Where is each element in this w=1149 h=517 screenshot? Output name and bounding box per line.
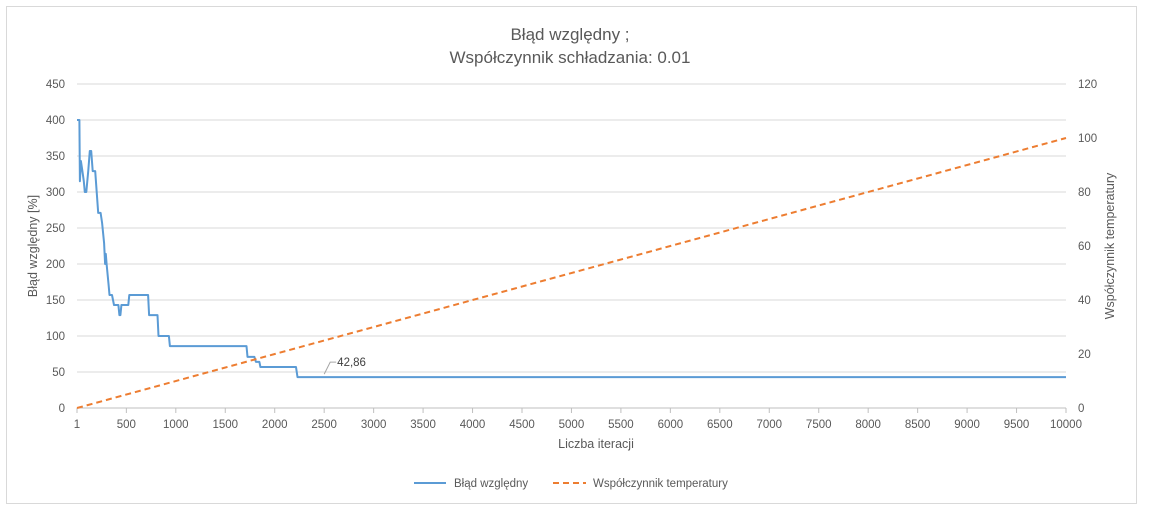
x-tick-label-6500: 6500 xyxy=(707,419,733,431)
legend-label-temperatura: Współczynnik temperatury xyxy=(593,478,728,490)
x-tick-label-7000: 7000 xyxy=(756,419,782,431)
data-label-leader xyxy=(323,361,337,375)
x-axis-ticks: 1 500 1000 1500 2000 2500 3000 3500 4000 4500 5000… xyxy=(74,408,1082,431)
x-tick-label-3500: 3500 xyxy=(410,419,436,431)
y-tick-label-100: 100 xyxy=(46,331,65,343)
x-tick-label-4000: 4000 xyxy=(460,419,486,431)
x-tick-label-9000: 9000 xyxy=(954,419,980,431)
x-tick-label-4500: 4500 xyxy=(509,419,535,431)
y2-tick-label-60: 60 xyxy=(1078,241,1091,253)
y-axis-title: Błąd względny [%] xyxy=(26,195,40,297)
y-tick-label-50: 50 xyxy=(52,367,65,379)
annotations: 42,86 xyxy=(323,357,366,375)
series-line-wspolczynnik-temperatury xyxy=(76,137,1067,409)
y2-tick-label-100: 100 xyxy=(1078,133,1097,145)
x-tick-label-9500: 9500 xyxy=(1004,419,1030,431)
y2-axis-ticks: 0 20 40 60 80 100 120 xyxy=(1078,79,1097,415)
y2-tick-label-120: 120 xyxy=(1078,79,1097,91)
x-tick-label-1000: 1000 xyxy=(163,419,189,431)
x-tick-label-7500: 7500 xyxy=(806,419,832,431)
series-line-blad-wzgledny xyxy=(77,119,1066,379)
y2-tick-label-0: 0 xyxy=(1078,403,1084,415)
y-tick-label-450: 450 xyxy=(46,79,65,91)
x-tick-label-500: 500 xyxy=(117,419,136,431)
x-tick-label-1: 1 xyxy=(74,419,80,431)
x-axis-title: Liczba iteracji xyxy=(558,437,634,451)
x-tick-label-8500: 8500 xyxy=(905,419,931,431)
x-tick-label-10000: 10000 xyxy=(1050,419,1082,431)
y-tick-label-0: 0 xyxy=(59,403,65,415)
y-tick-label-250: 250 xyxy=(46,223,65,235)
gridlines xyxy=(77,83,1066,409)
y-tick-label-150: 150 xyxy=(46,295,65,307)
chart-title-line-2: Współczynnik schładzania: 0.01 xyxy=(450,48,691,67)
y-tick-label-350: 350 xyxy=(46,151,65,163)
chart-title: Błąd względny ; Współczynnik schładzania… xyxy=(450,25,691,67)
x-tick-label-2000: 2000 xyxy=(262,419,288,431)
x-tick-label-3000: 3000 xyxy=(361,419,387,431)
data-label: 42,86 xyxy=(337,357,366,369)
x-tick-label-1500: 1500 xyxy=(212,419,238,431)
legend: Błąd względny Współczynnik temperatury xyxy=(414,478,728,490)
y-tick-label-400: 400 xyxy=(46,115,65,127)
y2-axis-title: Współczynnik temperatury xyxy=(1103,172,1117,319)
x-tick-label-5500: 5500 xyxy=(608,419,634,431)
chart-title-line-1: Błąd względny ; xyxy=(510,25,629,44)
x-tick-label-8000: 8000 xyxy=(855,419,881,431)
x-tick-label-5000: 5000 xyxy=(559,419,585,431)
chart-frame xyxy=(6,6,1137,504)
legend-label-blad: Błąd względny xyxy=(454,478,528,490)
x-tick-label-2500: 2500 xyxy=(311,419,337,431)
y-tick-label-300: 300 xyxy=(46,187,65,199)
y-tick-label-200: 200 xyxy=(46,259,65,271)
series-group xyxy=(76,119,1067,409)
x-tick-label-6000: 6000 xyxy=(658,419,684,431)
y2-tick-label-80: 80 xyxy=(1078,187,1091,199)
y2-tick-label-20: 20 xyxy=(1078,349,1091,361)
y-axis-ticks: 0 50 100 150 200 250 300 350 400 450 xyxy=(46,79,65,415)
y2-tick-label-40: 40 xyxy=(1078,295,1091,307)
